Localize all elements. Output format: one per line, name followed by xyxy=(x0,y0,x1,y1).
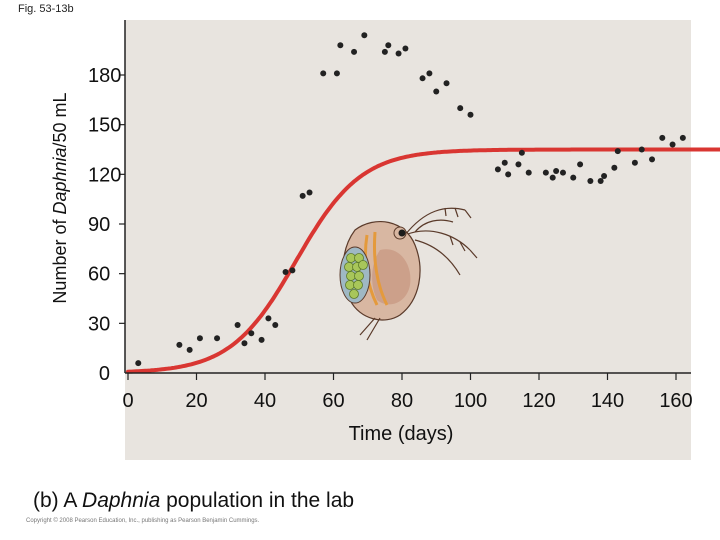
data-point xyxy=(638,146,645,153)
figure-label: Fig. 53-13b xyxy=(18,3,74,15)
data-point xyxy=(176,341,183,348)
data-point xyxy=(443,80,450,87)
data-point xyxy=(597,177,604,184)
data-point xyxy=(272,321,279,328)
data-point xyxy=(289,267,296,274)
data-point xyxy=(549,174,556,181)
data-point xyxy=(351,48,358,55)
data-point xyxy=(426,70,433,77)
data-point xyxy=(631,159,638,166)
data-point xyxy=(234,321,241,328)
y-axis-label: Number of Daphnia/50 mL xyxy=(50,92,70,303)
data-point xyxy=(248,330,255,337)
data-point xyxy=(542,169,549,176)
data-point xyxy=(433,88,440,95)
data-point xyxy=(587,177,594,184)
x-tick-label: 40 xyxy=(254,390,276,412)
data-point xyxy=(135,360,142,367)
y-tick-label: 90 xyxy=(88,214,110,236)
data-point xyxy=(559,169,566,176)
data-point xyxy=(669,141,676,148)
data-point xyxy=(679,134,686,141)
data-point xyxy=(525,169,532,176)
data-point xyxy=(299,192,306,199)
x-tick-label: 60 xyxy=(322,390,344,412)
data-point xyxy=(553,168,560,175)
data-point xyxy=(611,164,618,171)
data-point xyxy=(601,172,608,179)
y-tick-label: 120 xyxy=(88,164,121,186)
data-point xyxy=(395,50,402,57)
data-point xyxy=(320,70,327,77)
y-tick-label: 180 xyxy=(88,65,121,87)
x-tick-label: 160 xyxy=(659,390,692,412)
x-tick-label: 0 xyxy=(122,390,133,412)
x-axis-label: Time (days) xyxy=(349,423,454,445)
x-tick-label: 20 xyxy=(185,390,207,412)
data-point xyxy=(659,134,666,141)
data-point xyxy=(467,111,474,118)
data-point xyxy=(337,42,344,49)
data-point xyxy=(186,346,193,353)
data-point xyxy=(258,336,265,343)
x-tick-label: 140 xyxy=(591,390,624,412)
x-tick-label: 120 xyxy=(522,390,555,412)
data-point xyxy=(265,315,272,322)
y-tick-label: 60 xyxy=(88,264,110,286)
data-point xyxy=(494,166,501,173)
data-point xyxy=(241,340,248,347)
figure-caption: (b) A Daphnia population in the lab xyxy=(33,489,354,512)
data-point xyxy=(649,156,656,163)
data-point xyxy=(381,48,388,55)
y-tick-label: 30 xyxy=(88,313,110,335)
data-point xyxy=(515,161,522,168)
data-point xyxy=(306,189,313,196)
data-point xyxy=(333,70,340,77)
data-point xyxy=(402,45,409,52)
data-point xyxy=(570,174,577,181)
y-tick-label: 150 xyxy=(88,115,121,137)
data-point xyxy=(282,269,289,276)
data-point xyxy=(501,159,508,166)
data-point xyxy=(614,148,621,155)
data-point xyxy=(419,75,426,82)
x-tick-label: 100 xyxy=(454,390,487,412)
data-point xyxy=(196,335,203,342)
data-point xyxy=(361,32,368,39)
data-point xyxy=(385,42,392,49)
data-point xyxy=(518,149,525,156)
data-point xyxy=(505,171,512,178)
data-point xyxy=(577,161,584,168)
y-tick-label: 0 xyxy=(99,363,110,385)
logistic-curve-line xyxy=(126,147,720,374)
data-point xyxy=(457,105,464,112)
copyright-notice: Copyright © 2008 Pearson Education, Inc.… xyxy=(26,518,260,524)
daphnia-illustration xyxy=(339,207,478,341)
x-tick-label: 80 xyxy=(391,390,413,412)
data-point xyxy=(214,335,221,342)
